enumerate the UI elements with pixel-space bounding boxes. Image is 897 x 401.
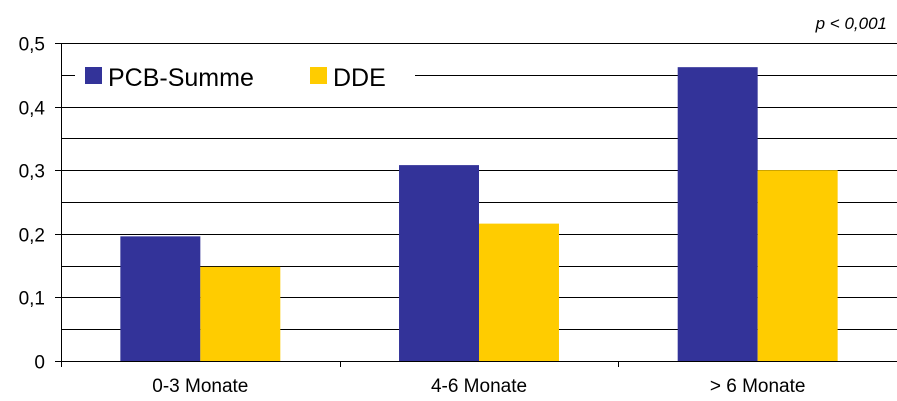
bar-pcb-summe-2: [399, 165, 479, 361]
p-value-annotation: p < 0,001: [815, 14, 887, 33]
y-tick-label: 0,5: [19, 35, 45, 56]
x-category-label: 0-3 Monate: [152, 376, 248, 397]
x-axis-categories: 0-3 Monate 4-6 Monate > 6 Monate: [152, 376, 805, 397]
bar-dde-2: [479, 223, 559, 361]
axes: [55, 43, 897, 367]
y-tick-label: 0,3: [19, 162, 45, 183]
legend-label: DDE: [333, 64, 386, 92]
legend-label: PCB-Summe: [108, 64, 254, 92]
bars: [120, 67, 838, 361]
legend: PCB-Summe DDE: [75, 60, 415, 96]
legend-swatch: [310, 67, 327, 84]
bar-pcb-summe-1: [120, 236, 201, 361]
y-tick-label: 0,2: [19, 226, 45, 247]
bar-pcb-summe-3: [677, 67, 758, 361]
y-tick-label: 0,1: [19, 289, 45, 310]
x-category-label: > 6 Monate: [710, 376, 806, 397]
y-axis-ticks: 0 0,1 0,2 0,3 0,4 0,5: [19, 35, 61, 374]
bar-dde-3: [757, 170, 838, 361]
y-tick-label: 0: [34, 353, 45, 374]
x-category-label: 4-6 Monate: [431, 376, 527, 397]
bar-dde-1: [200, 266, 281, 361]
y-tick-label: 0,4: [19, 99, 46, 120]
legend-swatch: [85, 67, 102, 84]
legend-background: [75, 60, 415, 96]
